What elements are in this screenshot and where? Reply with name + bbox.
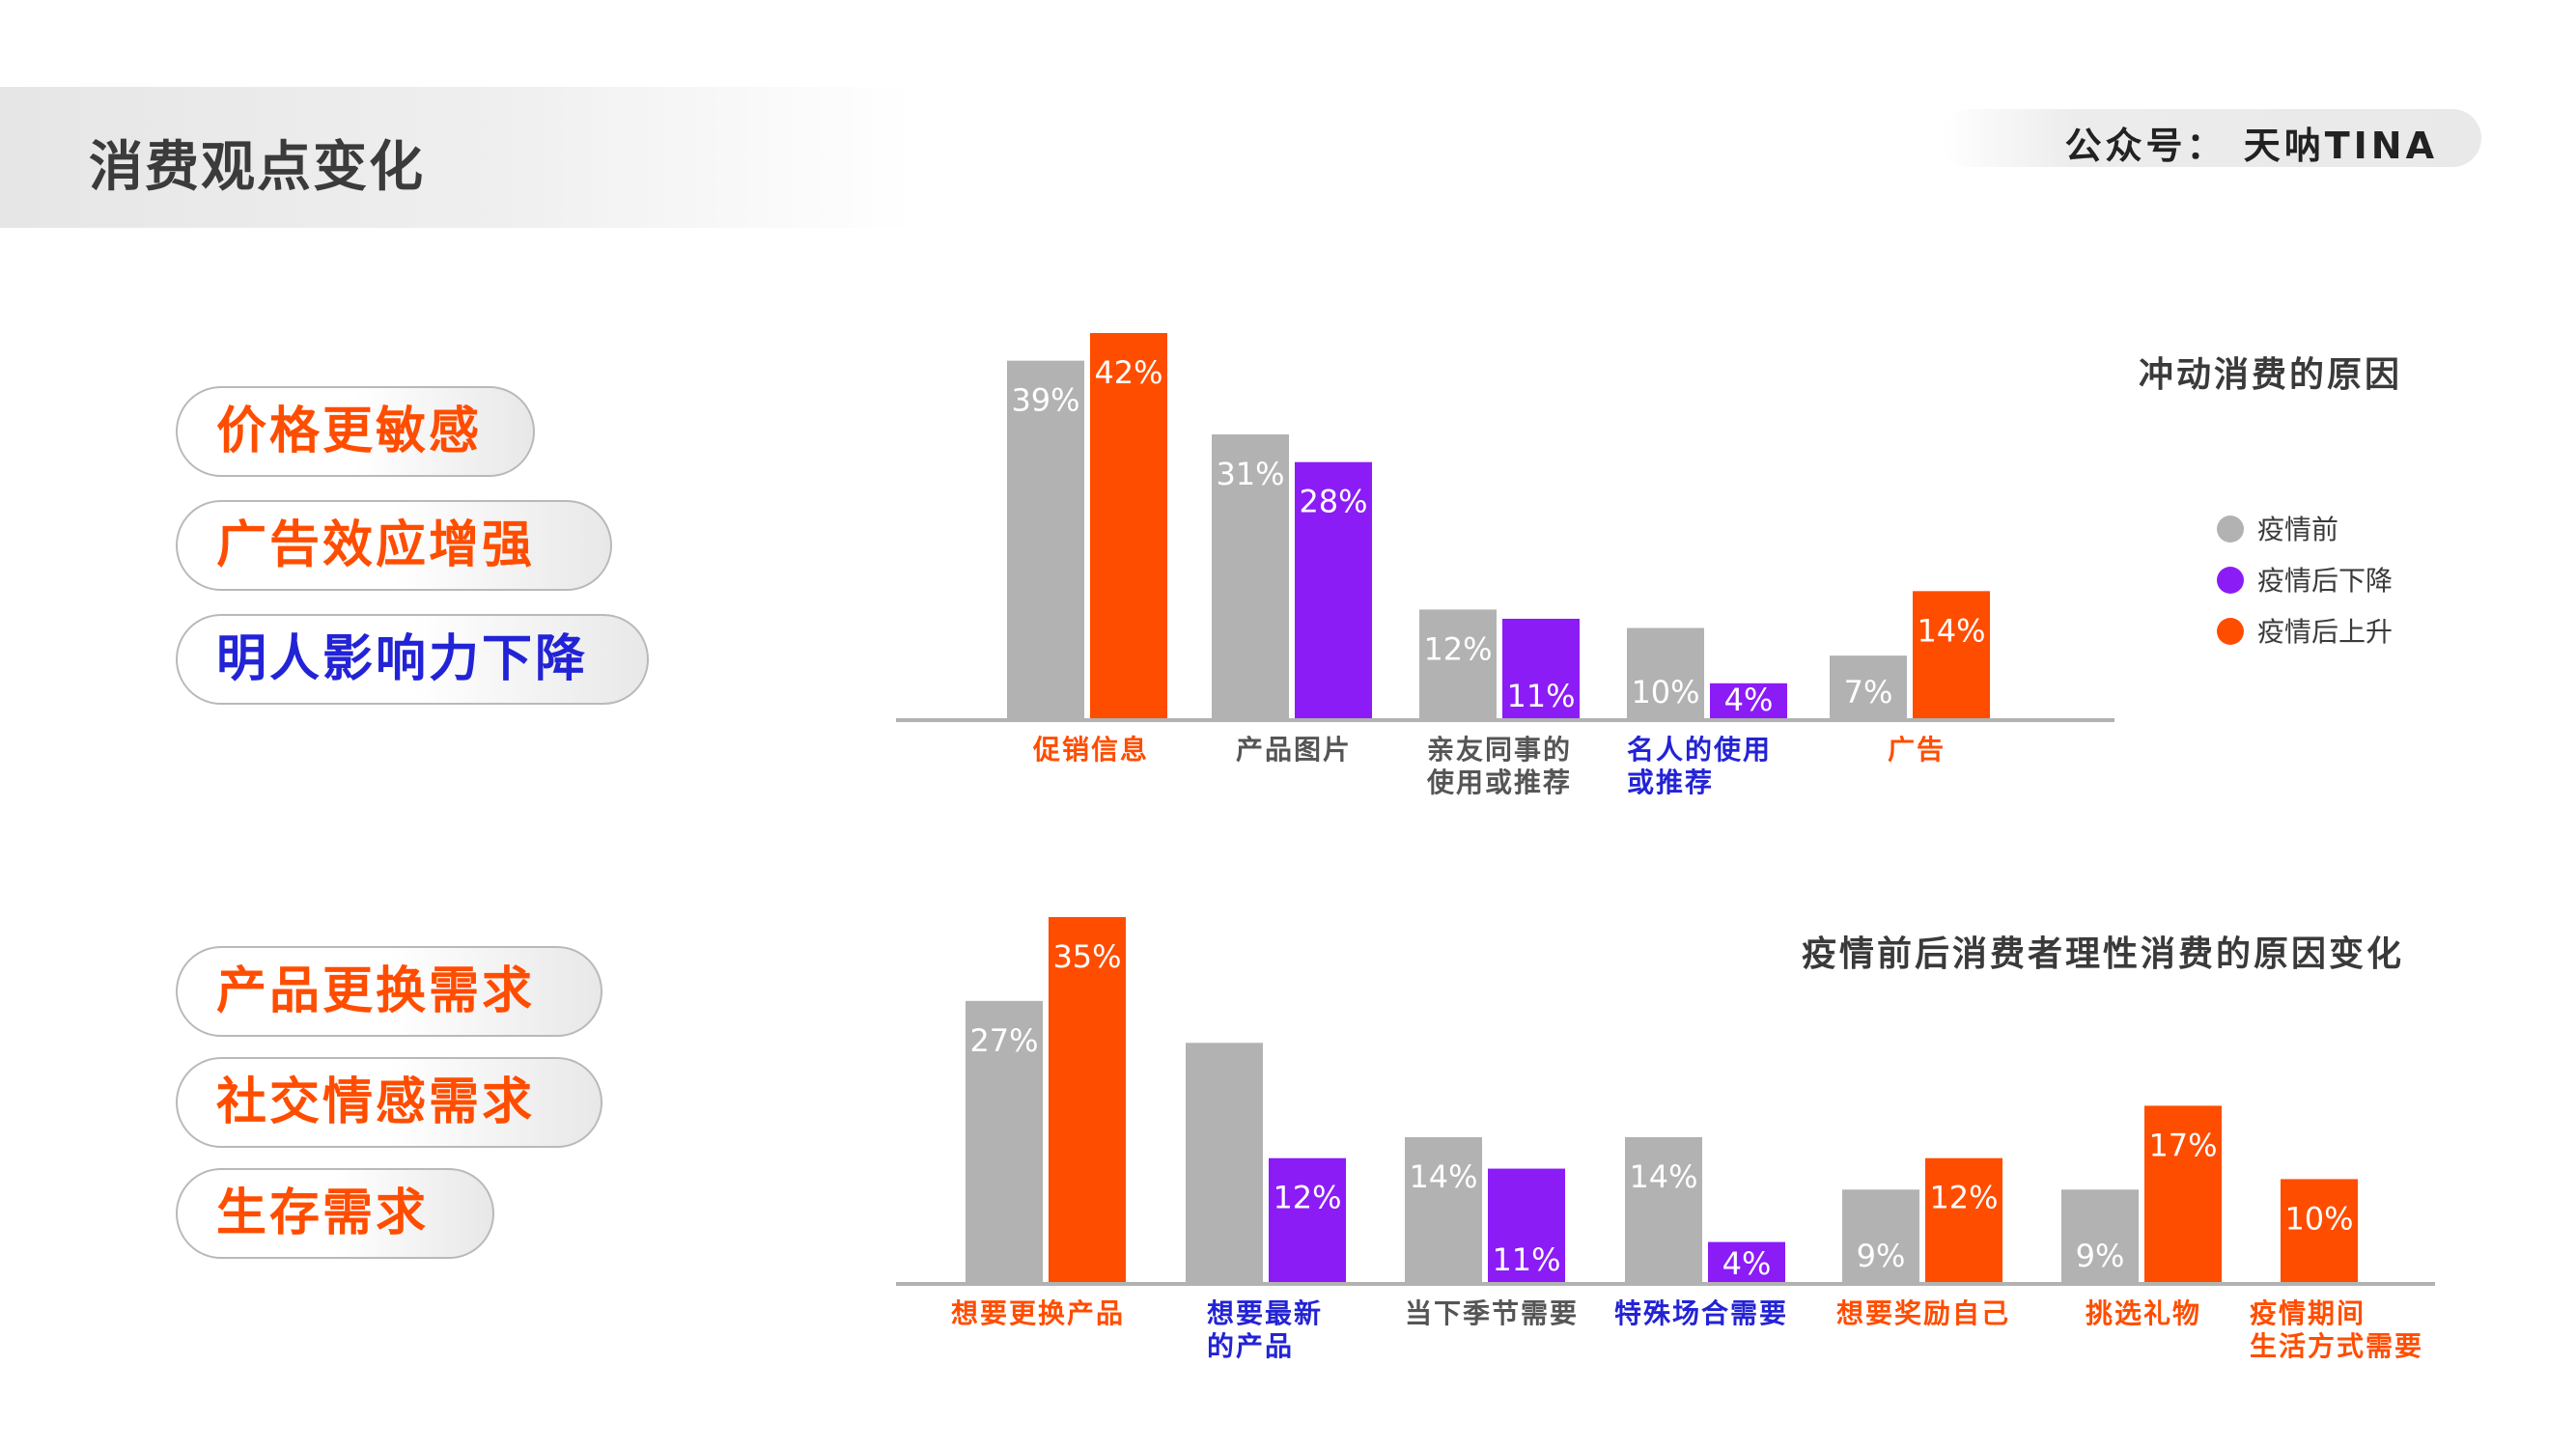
legend-label: 疫情后上升 <box>2257 616 2393 648</box>
bar-after-label: 11% <box>1506 678 1575 714</box>
category-label: 想要奖励自己 <box>1836 1297 2010 1329</box>
bar-after-label: 42% <box>1094 354 1162 391</box>
category-label: 挑选礼物 <box>2086 1297 2201 1329</box>
category-label: 疫情期间 <box>2250 1297 2366 1329</box>
legend-marker <box>2217 567 2244 594</box>
bar-before <box>1842 1189 1919 1284</box>
bar-before-label: 9% <box>1857 1238 1906 1274</box>
bar-before <box>1419 609 1497 720</box>
bar-before <box>2061 1189 2139 1284</box>
bar-after <box>1090 333 1167 720</box>
bar-before <box>1625 1137 1702 1284</box>
chart-title: 疫情前后消费者理性消费的原因变化 <box>1802 933 2404 974</box>
bar-after-label: 12% <box>1929 1180 1998 1216</box>
bar-after <box>1502 618 1580 720</box>
bar-before-label: 9% <box>2076 1238 2125 1274</box>
bar-after <box>1295 461 1372 720</box>
bar-before <box>1405 1137 1482 1284</box>
bar-after <box>1488 1168 1565 1284</box>
legend-label: 疫情后下降 <box>2257 565 2393 597</box>
bar-before <box>1212 434 1289 720</box>
chart-title: 冲动消费的原因 <box>2139 355 2402 395</box>
category-label: 促销信息 <box>1032 734 1149 766</box>
category-label: 想要更换产品 <box>951 1297 1125 1329</box>
bar-before-label: 12% <box>1423 630 1492 667</box>
bar-before <box>1830 655 1907 720</box>
legend-marker <box>2217 618 2244 645</box>
bar-after <box>2144 1105 2222 1284</box>
bar-after-label: 4% <box>1724 682 1774 718</box>
bar-before-label: 39% <box>1011 382 1079 419</box>
bar-after <box>1269 1157 1346 1284</box>
brand-pill <box>1941 109 2481 167</box>
category-label: 亲友同事的 <box>1427 734 1572 766</box>
bar-after <box>1925 1157 2002 1284</box>
bar-before-label: 31% <box>1216 456 1284 492</box>
bar-after-label: 11% <box>1492 1241 1560 1278</box>
category-label: 生活方式需要 <box>2250 1330 2423 1362</box>
category-label: 的产品 <box>1207 1330 1294 1362</box>
bar-before <box>1627 627 1704 720</box>
title-band <box>0 87 912 228</box>
tag-pill: 广告效应增强 <box>176 500 612 591</box>
category-label: 当下季节需要 <box>1405 1297 1579 1329</box>
bar-before-label: 7% <box>1844 674 1893 711</box>
category-label: 产品图片 <box>1236 734 1352 766</box>
category-label: 名人的使用 <box>1627 734 1772 766</box>
legend-label: 疫情前 <box>2257 514 2338 545</box>
category-label: 或推荐 <box>1627 766 1714 798</box>
bar-before-label: 27% <box>969 1022 1038 1059</box>
bar-after-label: 12% <box>1273 1180 1341 1216</box>
bar-before <box>1186 1043 1263 1284</box>
bar-after <box>1708 1241 1785 1284</box>
tag-pill: 社交情感需求 <box>176 1057 602 1148</box>
bar-after <box>2281 1179 2358 1284</box>
category-label: 特殊场合需要 <box>1614 1297 1788 1329</box>
bar-before <box>966 1000 1043 1284</box>
bar-after <box>1913 591 1990 720</box>
bar-after <box>1049 917 1126 1284</box>
category-label: 广告 <box>1888 734 1946 766</box>
bar-before-label: 10% <box>1631 674 1699 711</box>
page-title: 消费观点变化 <box>89 136 425 199</box>
bar-after-label: 14% <box>1917 612 1985 649</box>
tag-pill: 生存需求 <box>176 1168 494 1259</box>
brand-text: 公众号： 天呐TINA <box>2064 125 2438 167</box>
category-label: 想要最新 <box>1207 1297 1323 1329</box>
bar-after-label: 17% <box>2148 1127 2217 1163</box>
bar-after <box>1710 683 1787 720</box>
bar-before-label: 14% <box>1409 1158 1477 1195</box>
tag-pill: 产品更换需求 <box>176 946 602 1037</box>
bar-after-label: 35% <box>1052 938 1121 975</box>
category-label: 使用或推荐 <box>1426 766 1572 798</box>
bar-after-label: 28% <box>1299 484 1367 520</box>
tag-pill: 明人影响力下降 <box>176 614 649 705</box>
bar-after-label: 10% <box>2284 1200 2353 1237</box>
bar-after-label: 4% <box>1722 1245 1772 1282</box>
bar-before-label: 14% <box>1629 1158 1697 1195</box>
tag-pill: 价格更敏感 <box>176 386 535 477</box>
legend-marker <box>2217 516 2244 543</box>
bar-before <box>1007 360 1084 720</box>
